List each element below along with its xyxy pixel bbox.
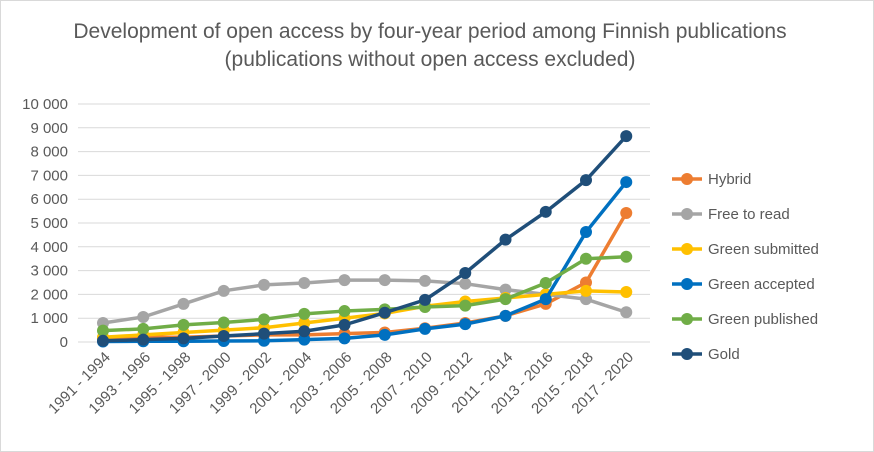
data-point xyxy=(217,330,230,343)
data-point xyxy=(298,333,311,346)
data-point xyxy=(459,318,472,331)
data-point xyxy=(137,322,150,335)
data-point xyxy=(217,284,230,297)
y-tick-label: 8 000 xyxy=(30,144,68,161)
series-line-gold xyxy=(102,134,628,343)
data-point xyxy=(419,322,431,335)
legend-label: Free to read xyxy=(708,206,790,223)
data-point xyxy=(378,328,391,341)
data-point xyxy=(419,274,431,287)
data-point xyxy=(580,276,592,289)
series-line-green-published xyxy=(102,255,627,333)
data-point xyxy=(177,297,190,310)
data-point xyxy=(338,318,351,331)
legend-marker xyxy=(681,243,693,255)
series-line-green-submitted xyxy=(102,289,627,339)
data-point xyxy=(298,316,311,329)
data-point xyxy=(580,174,592,187)
legend-marker xyxy=(681,173,693,185)
data-point xyxy=(338,305,351,318)
data-point xyxy=(298,325,311,338)
data-point xyxy=(620,306,633,319)
data-point xyxy=(499,233,512,246)
y-tick-label: 2 000 xyxy=(30,286,68,303)
y-tick-label: 9 000 xyxy=(30,120,68,137)
legend-label: Green published xyxy=(708,311,818,328)
y-tick-label: 0 xyxy=(60,334,68,351)
legend-marker xyxy=(681,278,693,290)
data-point xyxy=(97,324,109,337)
data-point xyxy=(378,274,391,287)
data-point xyxy=(620,286,633,299)
data-point xyxy=(258,327,270,340)
y-tick-label: 7 000 xyxy=(30,167,68,184)
data-point xyxy=(258,278,270,291)
data-point xyxy=(459,277,472,290)
data-point xyxy=(137,333,150,346)
data-point xyxy=(177,318,190,331)
data-point xyxy=(580,293,592,306)
data-point xyxy=(499,309,512,322)
y-tick-label: 1 000 xyxy=(30,310,68,327)
data-point xyxy=(539,293,552,306)
data-point xyxy=(338,332,351,345)
chart-title: Development of open access by four-year … xyxy=(73,20,787,71)
y-tick-label: 6 000 xyxy=(30,191,68,208)
legend-label: Gold xyxy=(708,346,740,363)
legend-label: Hybrid xyxy=(708,171,751,188)
data-point xyxy=(499,293,512,306)
y-tick-label: 4 000 xyxy=(30,239,68,256)
data-point xyxy=(580,226,592,239)
data-point xyxy=(97,334,109,347)
data-point xyxy=(137,311,150,324)
data-point xyxy=(298,307,311,320)
data-point xyxy=(378,306,391,319)
data-point xyxy=(620,207,633,220)
data-point xyxy=(217,316,230,329)
series-line-green-accepted xyxy=(102,180,628,344)
data-point xyxy=(620,250,633,263)
data-point xyxy=(459,299,472,312)
data-point xyxy=(298,276,311,289)
data-point xyxy=(338,274,351,287)
data-point xyxy=(580,252,592,265)
data-point xyxy=(539,276,552,289)
y-tick-label: 10 000 xyxy=(22,96,68,113)
data-point xyxy=(499,283,512,296)
data-point xyxy=(258,313,270,326)
legend-marker xyxy=(681,313,693,325)
data-point xyxy=(459,266,472,279)
data-point xyxy=(580,284,592,297)
data-point xyxy=(620,176,633,189)
data-point xyxy=(177,332,190,345)
legend-label: Green accepted xyxy=(708,276,815,293)
data-point xyxy=(539,205,552,218)
y-tick-label: 5 000 xyxy=(30,215,68,232)
data-point xyxy=(419,293,431,306)
legend-marker xyxy=(681,348,693,360)
data-point xyxy=(620,130,633,143)
legend-marker xyxy=(681,208,693,220)
y-tick-label: 3 000 xyxy=(30,263,68,280)
legend-label: Green submitted xyxy=(708,241,819,258)
